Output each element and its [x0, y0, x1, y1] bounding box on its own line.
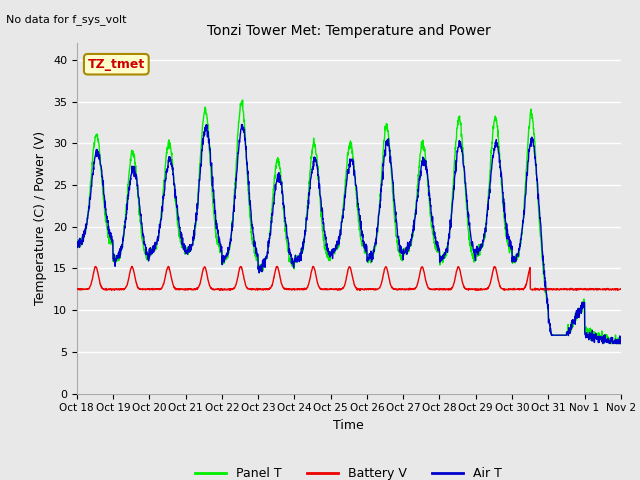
X-axis label: Time: Time — [333, 419, 364, 432]
Text: No data for f_sys_volt: No data for f_sys_volt — [6, 14, 127, 25]
Legend: Panel T, Battery V, Air T: Panel T, Battery V, Air T — [190, 462, 508, 480]
Text: TZ_tmet: TZ_tmet — [88, 58, 145, 71]
Title: Tonzi Tower Met: Temperature and Power: Tonzi Tower Met: Temperature and Power — [207, 24, 491, 38]
Y-axis label: Temperature (C) / Power (V): Temperature (C) / Power (V) — [35, 132, 47, 305]
